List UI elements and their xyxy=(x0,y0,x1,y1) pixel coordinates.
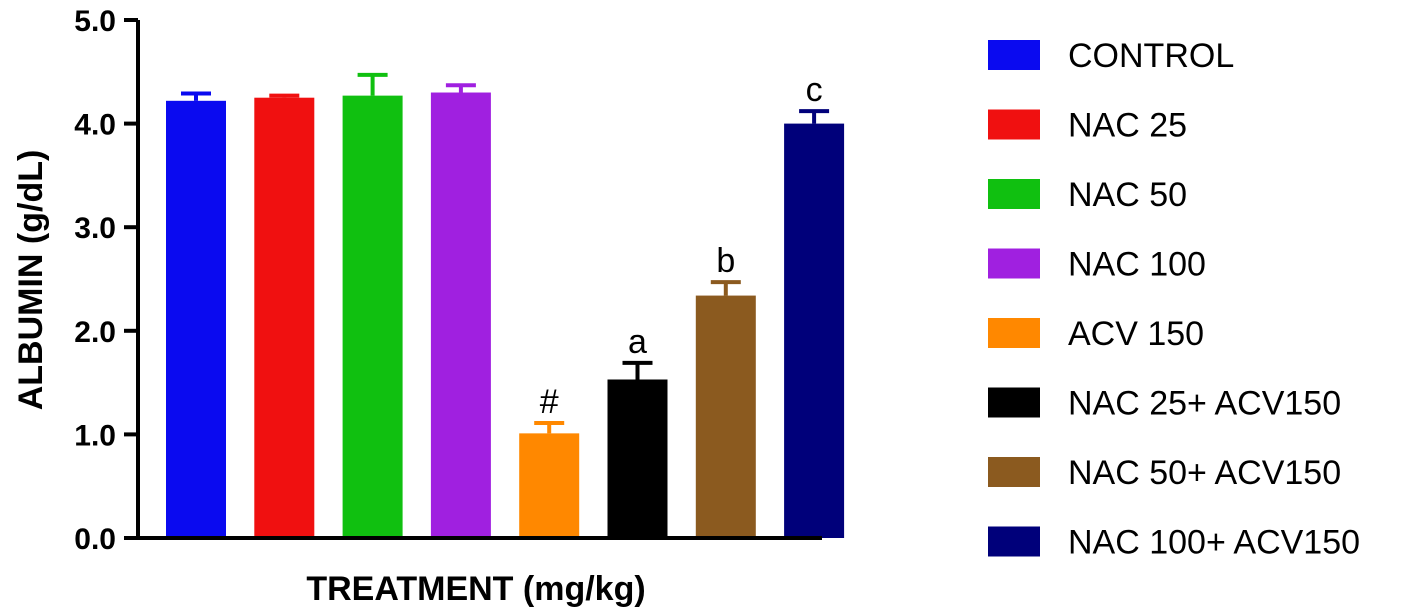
legend-swatch xyxy=(988,526,1040,557)
legend: CONTROL NAC 25 NAC 50 NAC 100 ACV 150 NAC 25+… xyxy=(988,37,1360,562)
y-tick-label: 2.0 xyxy=(74,316,116,349)
legend-swatch xyxy=(988,40,1040,70)
legend-label: NAC 50 xyxy=(1068,176,1187,214)
legend-swatch xyxy=(988,179,1040,209)
x-axis-title: TREATMENT (mg/kg) xyxy=(306,570,645,608)
significance-label: c xyxy=(806,71,823,109)
legend-label: CONTROL xyxy=(1068,37,1234,75)
y-axis-title: ALBUMIN (g/dL) xyxy=(12,150,50,411)
legend-label: NAC 100+ ACV150 xyxy=(1068,524,1360,562)
bar xyxy=(695,295,756,538)
bar xyxy=(519,433,580,538)
legend-swatch xyxy=(988,248,1040,279)
y-tick-label: 0.0 xyxy=(74,523,116,556)
legend-label: NAC 100 xyxy=(1068,246,1206,284)
bar xyxy=(166,100,226,539)
legend-label: NAC 25+ ACV150 xyxy=(1068,385,1341,423)
legend-swatch xyxy=(988,109,1040,140)
bar xyxy=(254,97,315,538)
legend-label: NAC 25 xyxy=(1068,107,1187,145)
y-tick-label: 3.0 xyxy=(74,212,116,245)
bars-group: # a b c xyxy=(166,71,845,539)
significance-label: b xyxy=(716,242,735,280)
legend-swatch xyxy=(988,457,1040,487)
bar xyxy=(784,123,845,538)
legend-label: ACV 150 xyxy=(1068,315,1204,353)
bar xyxy=(342,95,403,539)
bar xyxy=(607,379,668,538)
y-axis: 0.0 1.0 2.0 3.0 4.0 5.0 xyxy=(74,5,140,556)
legend-swatch xyxy=(988,318,1040,348)
y-tick-label: 4.0 xyxy=(74,109,116,142)
significance-label: # xyxy=(540,383,559,421)
legend-swatch xyxy=(988,387,1040,418)
y-tick-label: 5.0 xyxy=(74,5,116,38)
legend-label: NAC 50+ ACV150 xyxy=(1068,454,1341,492)
significance-label: a xyxy=(628,323,647,361)
y-tick-label: 1.0 xyxy=(74,419,116,452)
bar xyxy=(430,92,491,539)
